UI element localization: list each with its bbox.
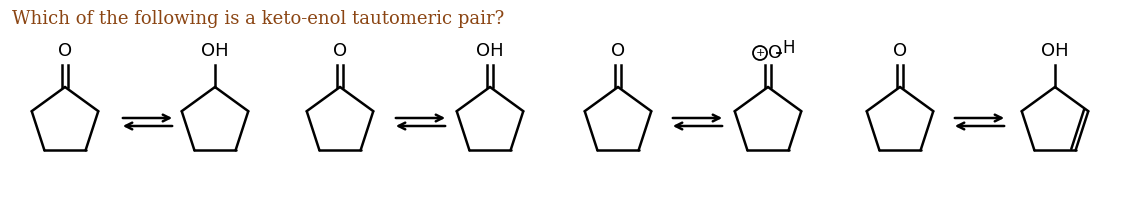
Text: +: + [756,48,765,58]
Text: Which of the following is a keto-enol tautomeric pair?: Which of the following is a keto-enol ta… [12,10,504,28]
Text: OH: OH [476,42,504,60]
Text: H: H [782,39,794,57]
Text: OH: OH [201,42,229,60]
Text: O: O [893,42,907,60]
Text: OH: OH [1041,42,1069,60]
Text: O: O [58,42,72,60]
Text: O: O [768,44,782,62]
Text: O: O [611,42,625,60]
Text: O: O [333,42,347,60]
